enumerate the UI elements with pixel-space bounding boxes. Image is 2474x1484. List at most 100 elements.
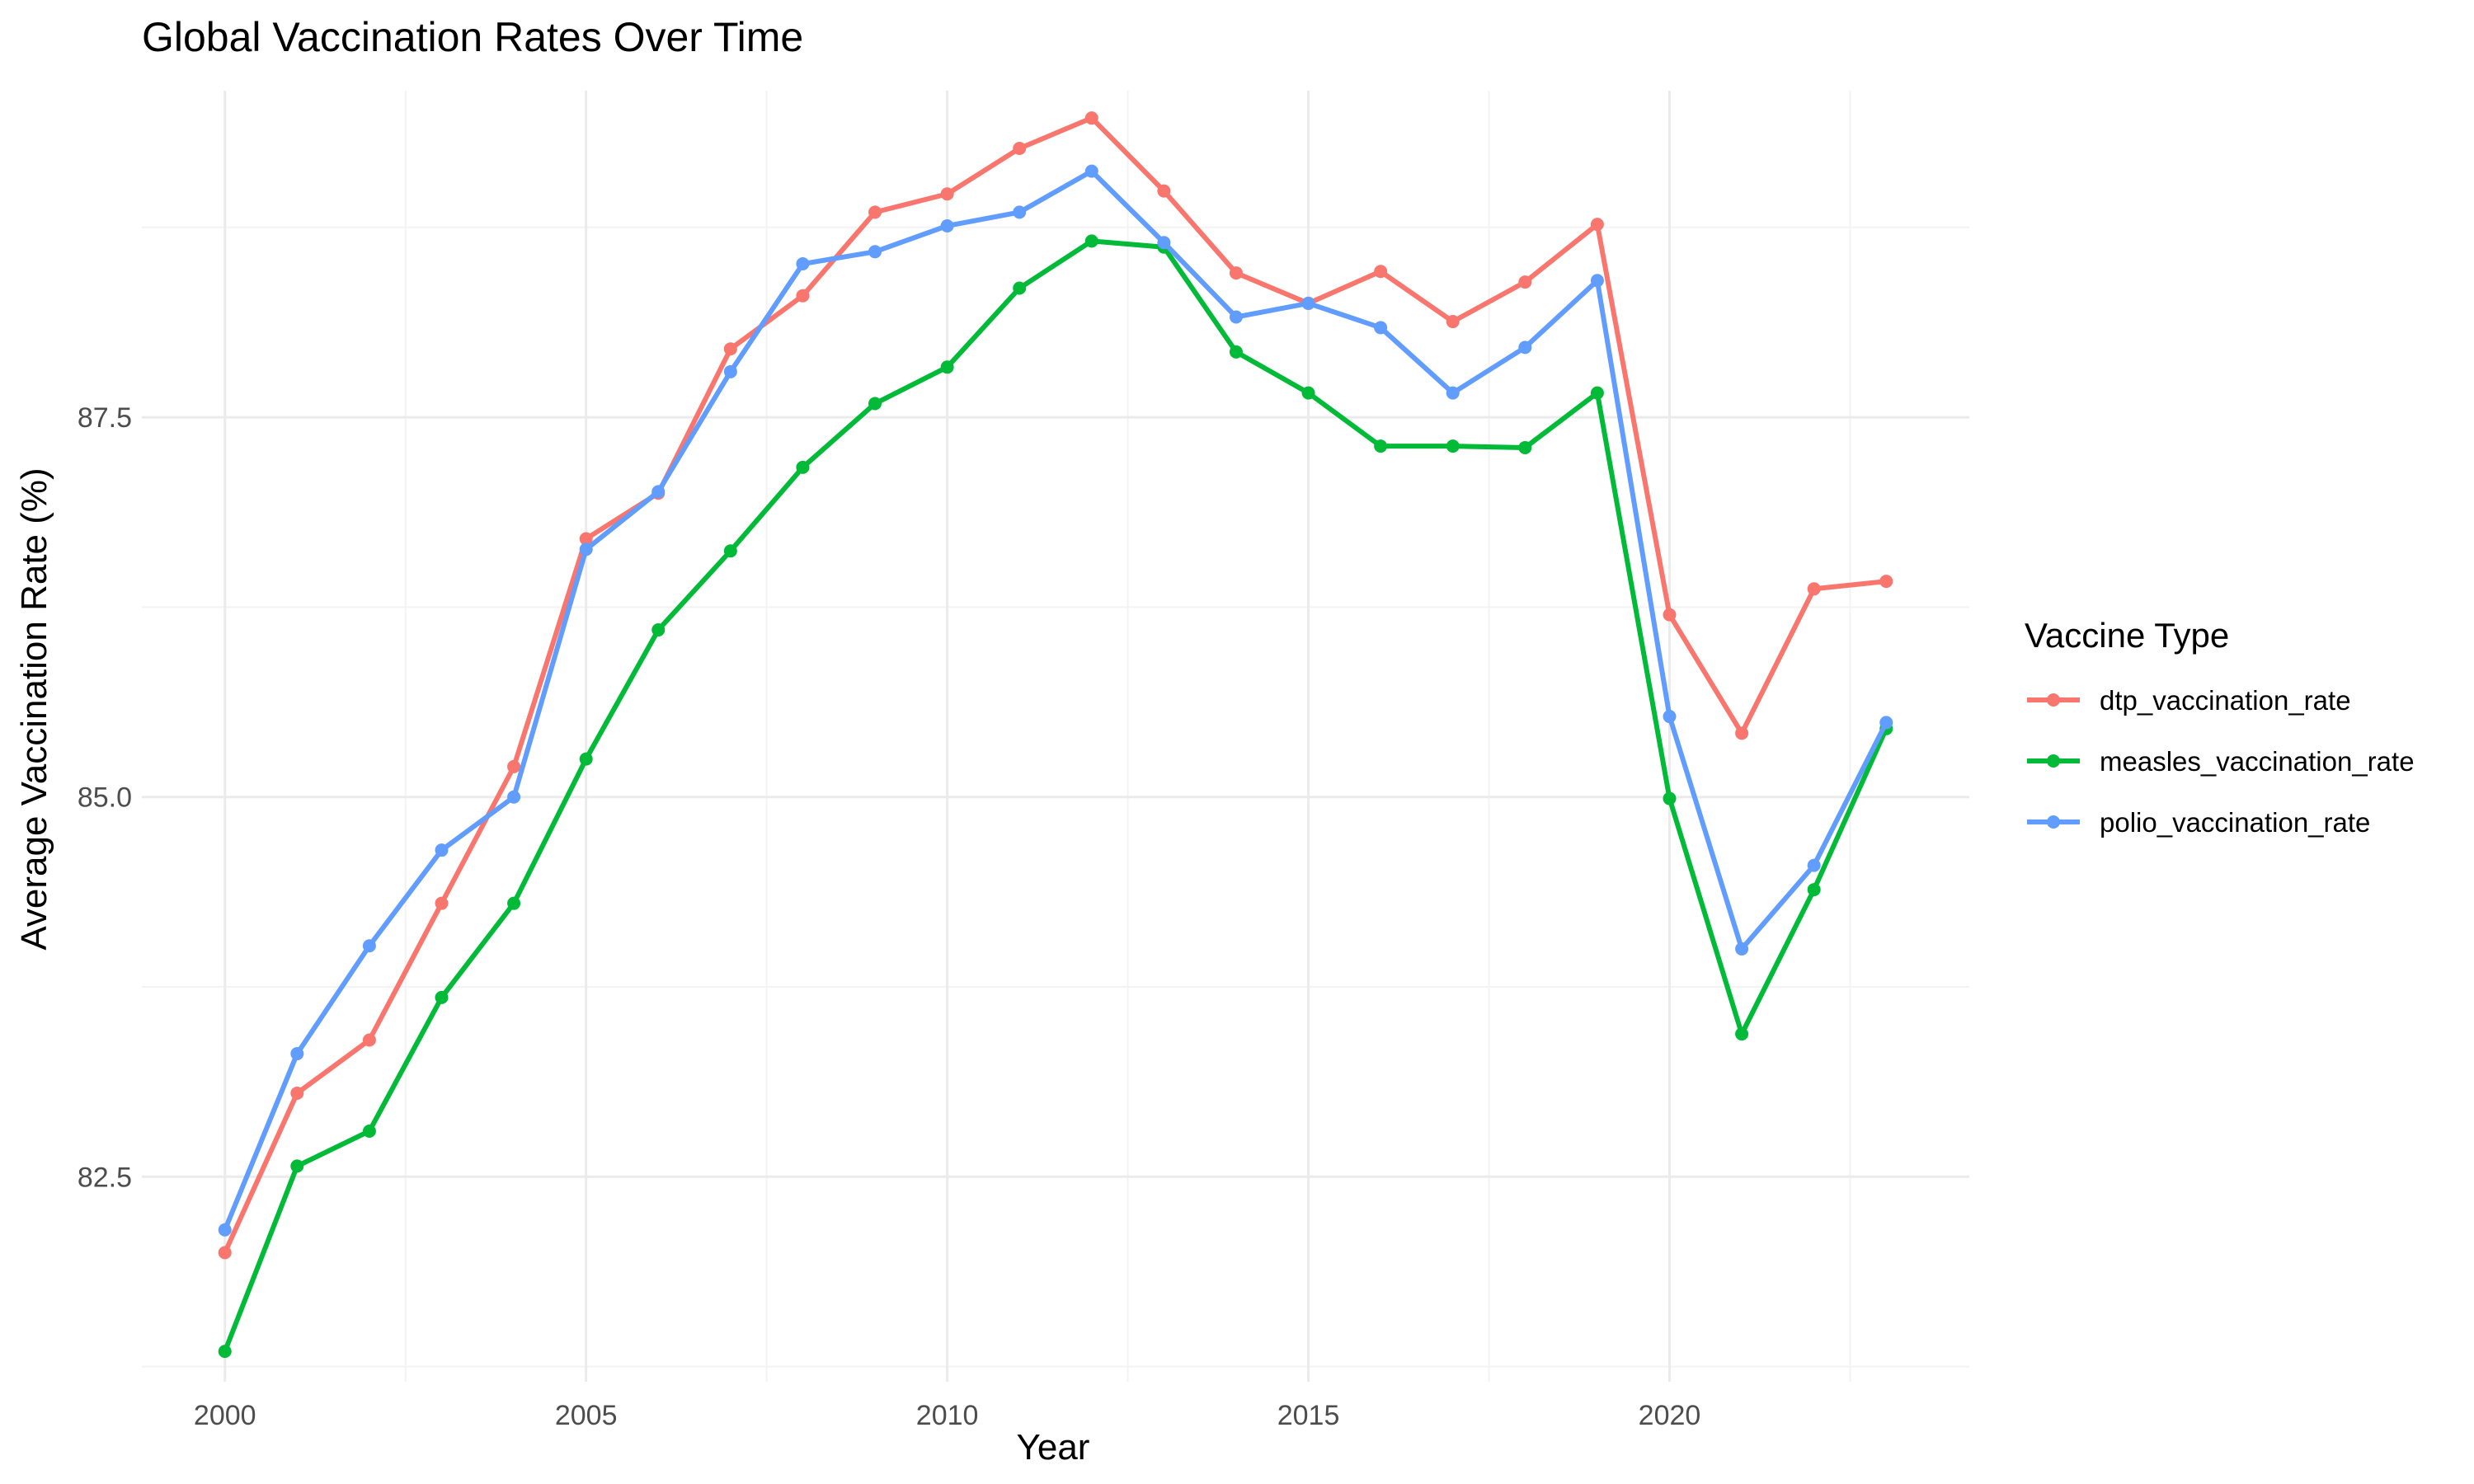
data-point [868,205,882,219]
data-point [940,360,954,374]
data-point [796,460,810,474]
data-point [507,759,521,773]
data-point [1446,386,1460,400]
data-point [218,1246,232,1260]
x-tick-label: 2020 [1639,1400,1701,1431]
data-point [579,532,593,546]
series-line [222,115,1887,1254]
data-point [1879,716,1893,730]
grid-layer [142,91,1969,1382]
data-point [796,289,810,303]
data-point [1374,439,1388,453]
data-point [290,1159,304,1173]
data-point [579,752,593,766]
y-tick-label: 82.5 [78,1162,132,1193]
legend-item: measles_vaccination_rate [2027,746,2415,777]
data-point [362,1125,376,1139]
data-point [723,544,737,558]
legend: Vaccine Type dtp_vaccination_ratemeasles… [2025,616,2415,838]
y-axis-title: Average Vaccination Rate (%) [14,467,54,950]
x-tick-label: 2015 [1277,1400,1340,1431]
data-point [1229,310,1243,324]
data-point [435,896,449,910]
series-polio_vaccination_rate [218,164,1893,1237]
data-point [362,1033,376,1047]
data-point [362,939,376,953]
x-tick-label: 2010 [916,1400,979,1431]
series-line [222,238,1889,1353]
series-measles_vaccination_rate [218,234,1893,1359]
data-point [723,342,737,356]
data-point [1735,726,1749,740]
legend-label: measles_vaccination_rate [2100,746,2415,777]
data-point [1590,386,1604,400]
chart-title: Global Vaccination Rates Over Time [142,14,803,60]
legend-key-point [2047,693,2060,707]
data-point [1013,281,1027,295]
data-point [796,257,810,271]
data-point [1013,205,1027,219]
data-point [1084,234,1098,248]
data-point [1590,274,1604,288]
y-tick-label: 87.5 [78,402,132,434]
data-point [1518,275,1532,289]
legend-key-point [2047,815,2060,829]
data-point [1229,266,1243,280]
data-point [218,1345,232,1359]
data-point [651,485,666,499]
data-point [1518,440,1532,454]
data-point [1013,142,1027,156]
data-point [1229,345,1243,359]
series-dtp_vaccination_rate [218,111,1893,1260]
data-point [218,1223,232,1237]
data-point [651,623,666,637]
legend-label: dtp_vaccination_rate [2100,685,2351,716]
series-line [222,168,1888,1231]
legend-title: Vaccine Type [2025,616,2229,655]
legend-item: dtp_vaccination_rate [2027,685,2351,716]
x-tick-label: 2000 [194,1400,256,1431]
legend-label: polio_vaccination_rate [2100,807,2370,838]
data-point [290,1047,304,1061]
axis-layer: Global Vaccination Rates Over Time Year … [14,14,1700,1468]
data-point [1374,321,1388,335]
data-point [868,397,882,411]
data-point [1374,265,1388,279]
data-point [1301,296,1315,310]
data-point [1807,858,1821,872]
data-point [1879,575,1893,589]
data-point [940,218,954,232]
x-tick-label: 2005 [555,1400,618,1431]
data-point [1663,791,1677,805]
data-point [507,896,521,910]
data-point [940,187,954,201]
series-layer [218,111,1893,1359]
data-point [1663,608,1677,622]
data-point [723,364,737,378]
data-point [290,1086,304,1100]
data-point [1590,218,1604,232]
data-point [579,542,593,556]
data-point [1735,1027,1749,1041]
data-point [1807,883,1821,897]
legend-key-point [2047,754,2060,768]
data-point [1301,386,1315,400]
data-point [507,790,521,804]
x-axis-title: Year [1017,1427,1090,1468]
data-point [435,843,449,857]
data-point [1735,942,1749,956]
y-tick-label: 85.0 [78,782,132,814]
data-point [868,245,882,259]
data-point [1157,236,1171,250]
data-point [435,990,449,1004]
data-point [1446,439,1460,453]
data-point [1157,184,1171,198]
data-point [1084,111,1098,125]
data-point [1663,710,1677,724]
data-point [1518,340,1532,355]
data-point [1084,164,1098,178]
data-point [1807,582,1821,596]
data-point [1446,315,1460,329]
